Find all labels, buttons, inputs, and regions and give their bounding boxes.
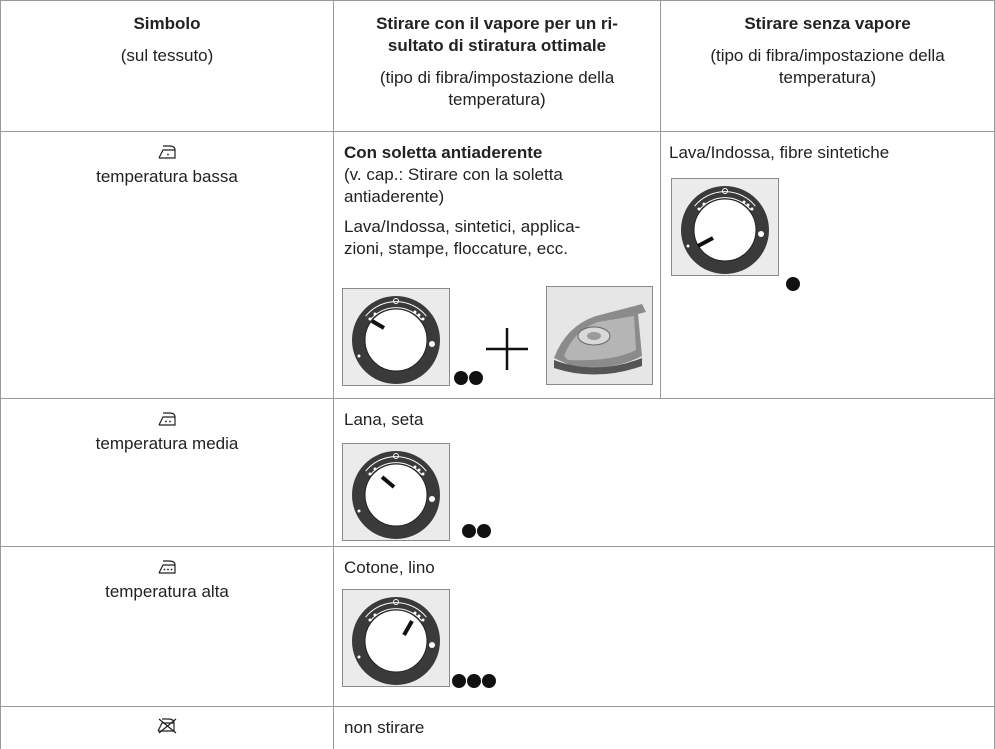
temperature-label: temperatura alta — [105, 582, 229, 601]
temperature-dots — [462, 524, 491, 538]
steam-cell: Lana, seta — [333, 398, 995, 546]
cell-text: Lava/Indossa, sintetici, applica- — [344, 217, 581, 236]
header-note: (tipo di fibra/impostazione della — [710, 46, 945, 65]
header-title: Stirare senza vapore — [744, 14, 911, 33]
steam-cell: Con soletta antiaderente (v. cap.: Stira… — [333, 131, 660, 398]
temperature-dots — [452, 674, 496, 688]
cell-title: Con soletta antiaderente — [344, 143, 543, 162]
header-note: (sul tessuto) — [120, 46, 214, 65]
temperature-label: temperatura media — [95, 434, 239, 453]
temperature-dial — [342, 288, 450, 386]
cell-text: Lana, seta — [344, 410, 424, 429]
iron-symbol — [157, 718, 177, 734]
dry-cell: Lava/Indossa, fibre sintetiche — [660, 131, 995, 398]
temperature-dial — [671, 178, 779, 276]
iron-symbol — [158, 145, 176, 159]
cell-note: (v. cap.: Stirare con la soletta — [344, 165, 563, 184]
cell-text: non stirare — [344, 718, 425, 737]
header-note: (tipo di fibra/impostazione della — [379, 68, 615, 87]
temperature-label: temperatura bassa — [96, 167, 238, 186]
symbol-cell: temperatura bassa — [0, 131, 333, 398]
iron-image — [546, 286, 653, 385]
symbol-cell: temperatura alta — [0, 546, 333, 706]
temperature-dots — [454, 371, 483, 385]
plus-sign — [486, 328, 528, 370]
temperature-dial — [342, 589, 450, 687]
steam-cell: non stirare — [333, 706, 995, 749]
cell-text: Cotone, lino — [344, 558, 435, 577]
iron-symbol — [158, 560, 176, 574]
cell-text: Lava/Indossa, fibre sintetiche — [669, 143, 890, 162]
header-title: Simbolo — [133, 14, 201, 33]
steam-cell: Cotone, lino — [333, 546, 995, 706]
symbol-cell — [0, 706, 333, 749]
cell-note: antiaderente) — [344, 187, 445, 206]
header-cell: Stirare senza vapore (tipo di fibra/impo… — [660, 0, 995, 131]
header-note: temperatura) — [778, 68, 877, 87]
header-cell: Stirare con il vapore per un ri-sultato … — [333, 0, 660, 131]
iron-symbol — [158, 412, 176, 426]
header-title: Stirare con il vapore per un ri- — [376, 14, 618, 33]
symbol-cell: temperatura media — [0, 398, 333, 546]
header-cell: Simbolo (sul tessuto) — [0, 0, 333, 131]
header-title: sultato di stiratura ottimale — [387, 36, 607, 55]
header-note: temperatura) — [448, 90, 546, 109]
temperature-dial — [342, 443, 450, 541]
temperature-dots — [786, 277, 800, 291]
cell-text: zioni, stampe, floccature, ecc. — [344, 239, 568, 258]
